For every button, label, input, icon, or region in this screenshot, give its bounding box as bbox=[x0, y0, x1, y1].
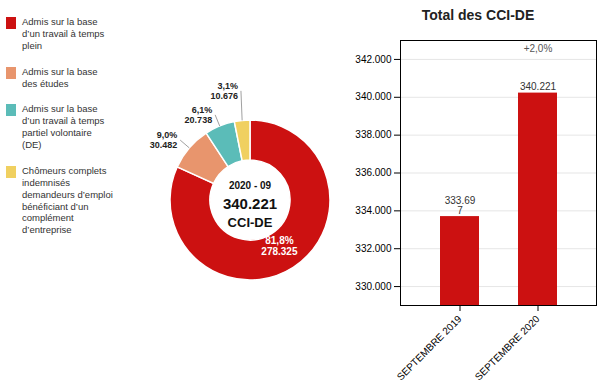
svg-text:SEPTEMBRE 2020: SEPTEMBRE 2020 bbox=[473, 313, 542, 380]
svg-text:3,1%10.676: 3,1%10.676 bbox=[210, 81, 238, 101]
svg-text:333.697: 333.697 bbox=[445, 195, 476, 216]
svg-text:+2,0%: +2,0% bbox=[524, 43, 553, 54]
svg-text:340.221: 340.221 bbox=[520, 81, 557, 92]
svg-text:336.000: 336.000 bbox=[355, 167, 392, 178]
svg-text:340.000: 340.000 bbox=[355, 91, 392, 102]
svg-text:334.000: 334.000 bbox=[355, 205, 392, 216]
svg-text:SEPTEMBRE 2019: SEPTEMBRE 2019 bbox=[395, 313, 464, 380]
svg-text:338.000: 338.000 bbox=[355, 129, 392, 140]
svg-text:332.000: 332.000 bbox=[355, 243, 392, 254]
svg-text:342.000: 342.000 bbox=[355, 54, 392, 65]
svg-text:330.000: 330.000 bbox=[355, 281, 392, 292]
html-text:Admis sur la base des études: Admis sur la base des études bbox=[22, 65, 98, 89]
svg-text:81,8%278.325: 81,8%278.325 bbox=[261, 235, 298, 258]
svg-text:6,1%20.738: 6,1%20.738 bbox=[185, 105, 213, 125]
html-text:Admis sur la base d’un travail: Admis sur la base d’un travail à temps p… bbox=[22, 103, 105, 150]
svg-text:9,0%30.482: 9,0%30.482 bbox=[150, 130, 178, 150]
svg-text:CCI-DE: CCI-DE bbox=[228, 215, 273, 230]
html-text:Admis sur la base d’un travail: Admis sur la base d’un travail à temps p… bbox=[22, 16, 105, 51]
html-text:Chômeurs complets indemnisés d: Chômeurs complets indemnisés demandeurs … bbox=[22, 164, 113, 236]
html-text:Total des CCI-DE: Total des CCI-DE bbox=[421, 7, 535, 23]
svg-text:2020 - 09: 2020 - 09 bbox=[229, 180, 272, 191]
svg-text:340.221: 340.221 bbox=[223, 195, 277, 212]
